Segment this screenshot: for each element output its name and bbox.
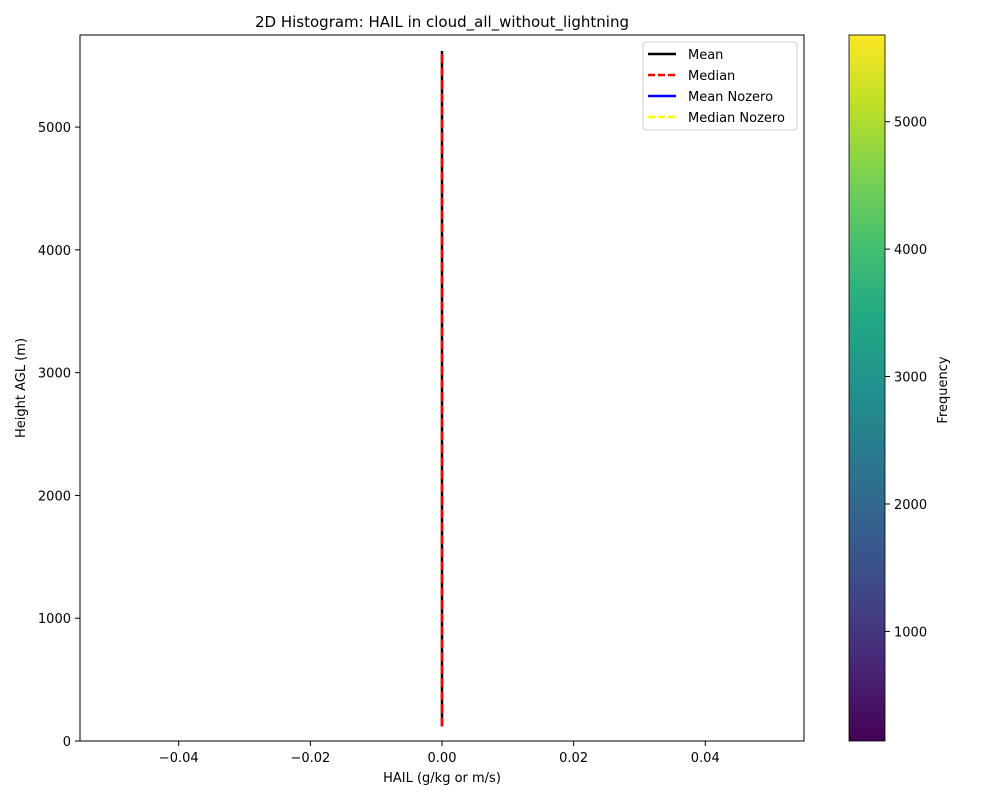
colorbar-tick-label: 2000 [894, 498, 927, 513]
y-tick-label: 2000 [38, 489, 71, 504]
x-tick-label: −0.02 [290, 751, 330, 766]
y-axis-ticks: 0 1000 2000 3000 4000 5000 [38, 121, 80, 750]
y-tick-label: 4000 [38, 244, 71, 259]
legend-label: Mean [688, 48, 723, 63]
y-tick-label: 5000 [38, 121, 71, 136]
legend-label: Median [688, 69, 735, 84]
legend-box [642, 41, 798, 131]
colorbar-gradient [848, 34, 886, 742]
x-tick-label: 0.02 [559, 751, 588, 766]
colorbar: 1000 2000 3000 4000 5000 Frequency [848, 34, 951, 742]
colorbar-tick-label: 1000 [894, 625, 927, 640]
chart-title: 2D Histogram: HAIL in cloud_all_without_… [255, 13, 629, 32]
x-tick-label: −0.04 [159, 751, 199, 766]
legend-label: Median Nozero [688, 111, 785, 126]
y-axis-label: Height AGL (m) [14, 338, 29, 438]
y-tick-label: 1000 [38, 612, 71, 627]
legend: Mean Median Mean Nozero Median Nozero [642, 41, 798, 131]
colorbar-tick-label: 4000 [894, 243, 927, 258]
colorbar-tick-label: 3000 [894, 371, 927, 386]
x-tick-label: 0.00 [428, 751, 457, 766]
x-axis-label: HAIL (g/kg or m/s) [383, 771, 501, 786]
plot-frame [79, 34, 805, 742]
x-axis-ticks: −0.04 −0.02 0.00 0.02 0.04 [159, 741, 720, 766]
y-tick-label: 3000 [38, 367, 71, 382]
y-tick-label: 0 [63, 735, 71, 750]
colorbar-tick-label: 5000 [894, 116, 927, 131]
colorbar-label: Frequency [936, 356, 951, 423]
x-tick-label: 0.04 [691, 751, 720, 766]
legend-label: Mean Nozero [688, 90, 773, 105]
